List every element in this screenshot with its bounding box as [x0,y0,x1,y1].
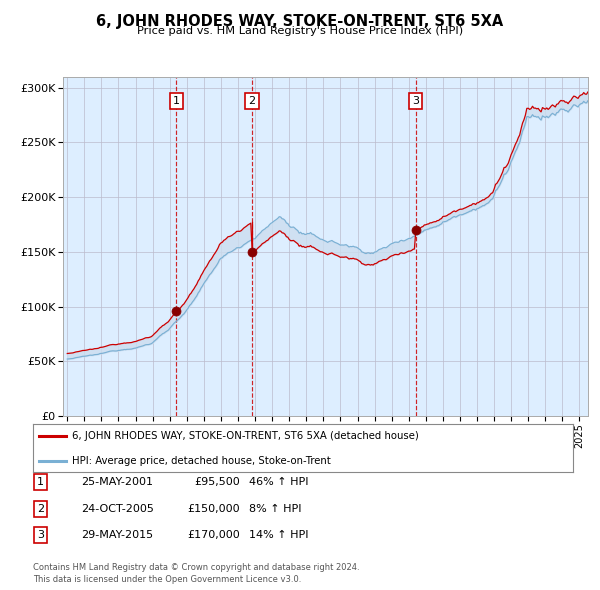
Text: HPI: Average price, detached house, Stoke-on-Trent: HPI: Average price, detached house, Stok… [72,456,331,466]
Text: 3: 3 [412,96,419,106]
Text: 14% ↑ HPI: 14% ↑ HPI [249,530,308,540]
Text: Price paid vs. HM Land Registry's House Price Index (HPI): Price paid vs. HM Land Registry's House … [137,26,463,36]
Text: £150,000: £150,000 [187,504,240,513]
Text: 1: 1 [37,477,44,487]
Text: 8% ↑ HPI: 8% ↑ HPI [249,504,302,513]
Text: £170,000: £170,000 [187,530,240,540]
Text: 2: 2 [248,96,256,106]
Text: 3: 3 [37,530,44,540]
Text: This data is licensed under the Open Government Licence v3.0.: This data is licensed under the Open Gov… [33,575,301,584]
Text: Contains HM Land Registry data © Crown copyright and database right 2024.: Contains HM Land Registry data © Crown c… [33,563,359,572]
Text: 6, JOHN RHODES WAY, STOKE-ON-TRENT, ST6 5XA: 6, JOHN RHODES WAY, STOKE-ON-TRENT, ST6 … [97,14,503,28]
Text: 6, JOHN RHODES WAY, STOKE-ON-TRENT, ST6 5XA (detached house): 6, JOHN RHODES WAY, STOKE-ON-TRENT, ST6 … [72,431,419,441]
Text: £95,500: £95,500 [194,477,240,487]
Text: 2: 2 [37,504,44,513]
Text: 46% ↑ HPI: 46% ↑ HPI [249,477,308,487]
Text: 29-MAY-2015: 29-MAY-2015 [81,530,153,540]
Text: 1: 1 [173,96,180,106]
Text: 25-MAY-2001: 25-MAY-2001 [81,477,153,487]
Text: 24-OCT-2005: 24-OCT-2005 [81,504,154,513]
